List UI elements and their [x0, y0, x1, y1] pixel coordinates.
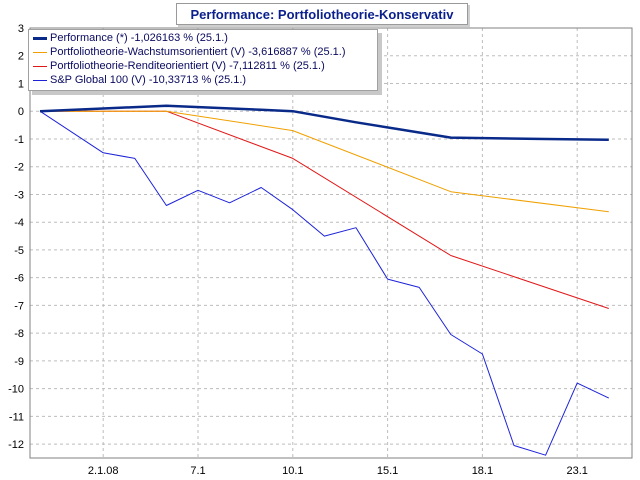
- axes: 3 2 1 0 -1 -2 -3 -4 -5 -6 -7 -8 -9 -10 -11 -12 2.1.08 7.1…: [8, 23, 633, 477]
- series-line-1: [40, 110, 609, 213]
- legend-item-performance: Performance (*) -1,026163 % (25.1.): [33, 31, 228, 45]
- y-tick-label: -4: [14, 217, 24, 229]
- legend-swatch-rendite: [33, 65, 47, 67]
- legend-item-sp-global: S&P Global 100 (V) -10,33713 % (25.1.): [33, 73, 246, 87]
- legend: Performance (*) -1,026163 % (25.1.) Port…: [28, 29, 378, 91]
- plot-border: [29, 27, 633, 459]
- y-tick-label: -2: [14, 162, 24, 174]
- legend-label-wachstum: Portfoliotheorie-Wachstumsorientiert (V)…: [50, 46, 346, 58]
- legend-swatch-sp-global: [33, 79, 47, 81]
- legend-label-rendite: Portfoliotheorie-Renditeorientiert (V) -…: [50, 60, 325, 72]
- x-tick-label: 18.1: [472, 465, 493, 477]
- grid: [30, 27, 632, 458]
- y-tick-label: 1: [18, 78, 24, 90]
- x-tick-label: 23.1: [566, 465, 587, 477]
- chart-title: Performance: Portfoliotheorie-Konservati…: [190, 6, 454, 22]
- x-tick-label: 10.1: [282, 465, 303, 477]
- y-tick-label: -9: [14, 356, 24, 368]
- legend-item-wachstum: Portfoliotheorie-Wachstumsorientiert (V)…: [33, 45, 346, 59]
- series-line-0: [39, 104, 609, 142]
- legend-swatch-performance: [33, 36, 47, 40]
- series-line-3: [39, 110, 610, 456]
- legend-item-rendite: Portfoliotheorie-Renditeorientiert (V) -…: [33, 59, 325, 73]
- x-tick-label: 15.1: [377, 465, 398, 477]
- y-tick-label: -1: [14, 134, 24, 146]
- y-tick-label: -8: [14, 328, 24, 340]
- y-tick-label: 0: [18, 106, 24, 118]
- legend-label-performance: Performance (*) -1,026163 % (25.1.): [50, 32, 228, 44]
- legend-swatch-wachstum: [33, 51, 47, 53]
- y-tick-label: -7: [14, 300, 24, 312]
- y-tick-label: -6: [14, 273, 24, 285]
- y-tick-label: -12: [8, 439, 24, 451]
- legend-label-sp-global: S&P Global 100 (V) -10,33713 % (25.1.): [50, 74, 247, 86]
- x-tick-label: 2.1.08: [88, 465, 119, 477]
- x-tick-label: 7.1: [190, 465, 205, 477]
- chart-title-box: Performance: Portfoliotheorie-Konservati…: [176, 3, 468, 25]
- y-tick-label: -11: [9, 411, 24, 423]
- y-tick-label: -5: [14, 245, 24, 257]
- y-tick-label: -3: [14, 189, 24, 201]
- y-tick-label: 3: [18, 23, 24, 35]
- series-layer: [39, 104, 610, 456]
- plot-area: [30, 28, 632, 458]
- y-tick-label: -10: [8, 384, 24, 396]
- y-tick-label: 2: [18, 51, 24, 63]
